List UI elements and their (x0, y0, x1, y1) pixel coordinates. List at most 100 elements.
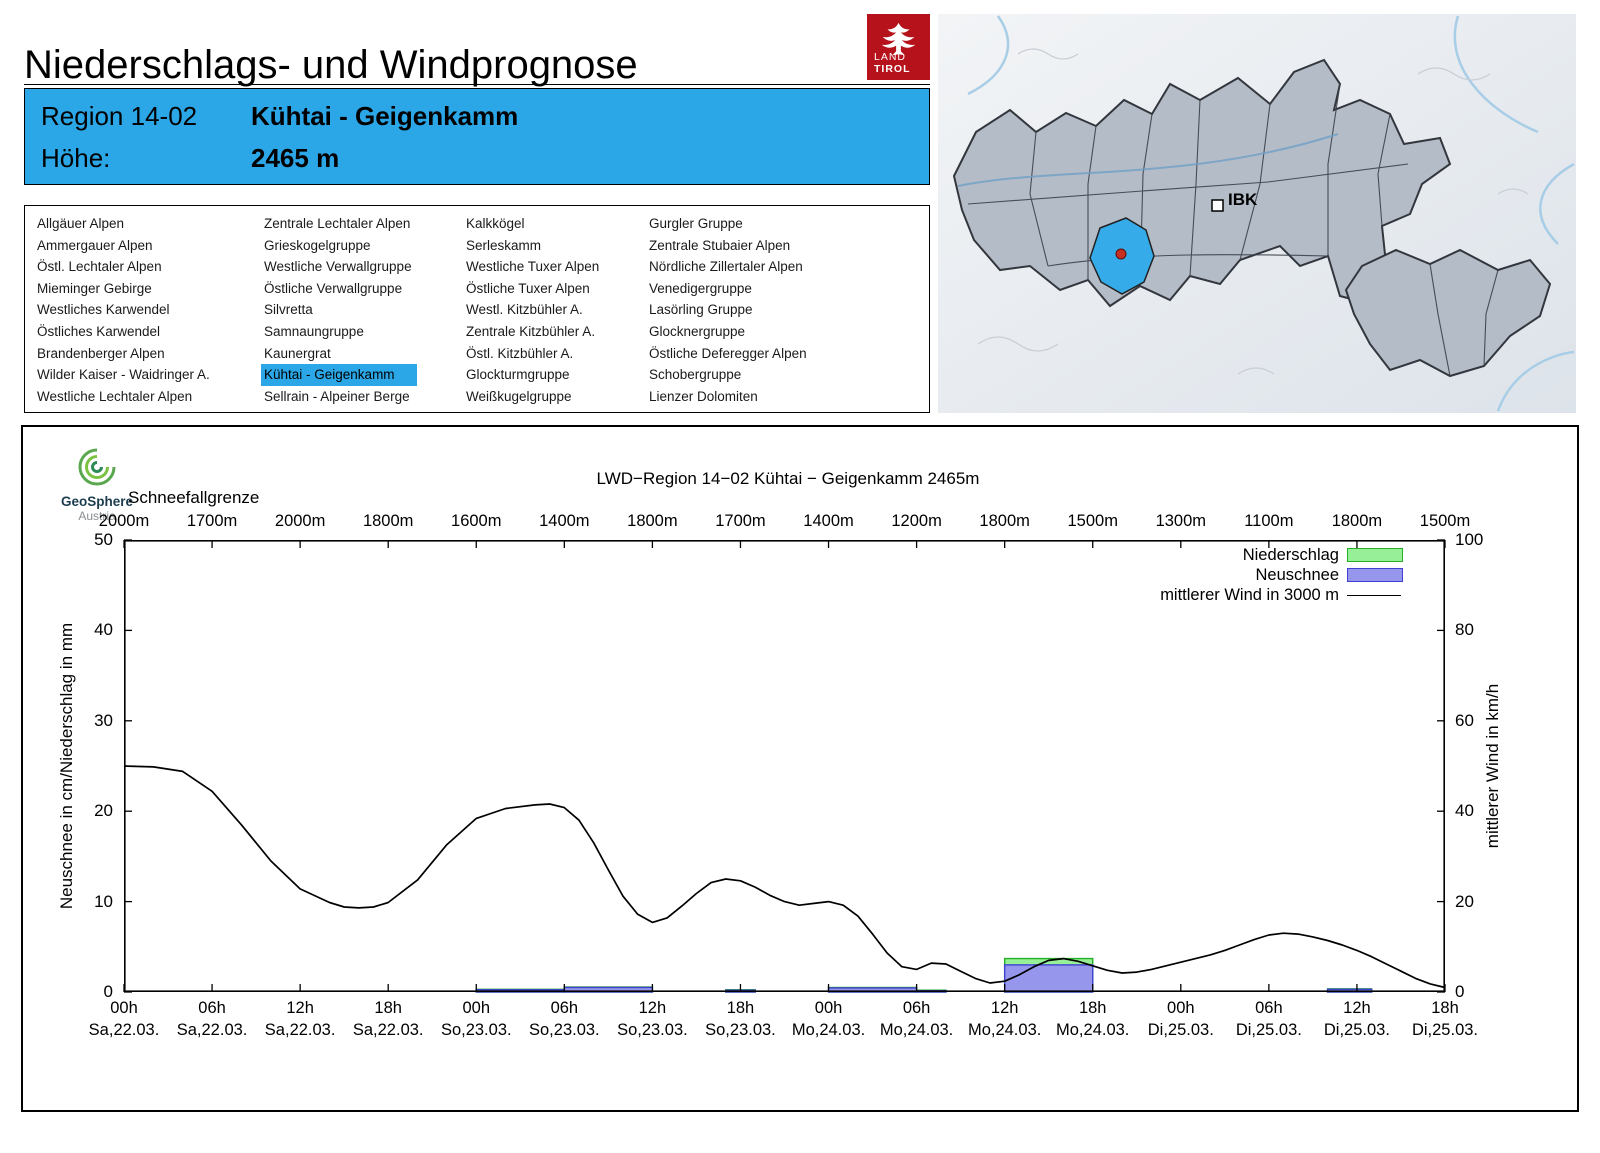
region-item[interactable]: Nördliche Zillertaler Alpen (649, 259, 803, 275)
region-item[interactable]: Kühtai - Geigenkamm (261, 364, 417, 386)
region-item[interactable]: Mieminger Gebirge (37, 280, 152, 296)
y-axis-title-left: Neuschnee in cm/Niederschlag in mm (57, 622, 76, 910)
snowline-value: 1200m (891, 512, 942, 530)
plot-border (124, 540, 1446, 992)
region-list: Allgäuer Alpen Ammergauer Alpen Östl. Lech… (24, 205, 930, 413)
x-tick-time: 00h (462, 999, 491, 1017)
region-item[interactable]: Glocknergruppe (649, 323, 746, 339)
region-item[interactable]: Westliche Tuxer Alpen (466, 259, 600, 275)
region-item[interactable]: Gurgler Gruppe (649, 216, 743, 231)
logo-line-2: TIROL (874, 62, 911, 75)
region-column: Zentrale Lechtaler Alpen Grieskogelgruppe… (261, 213, 417, 407)
y-tick-left: 50 (94, 530, 113, 549)
region-item[interactable]: Westliches Karwendel (37, 302, 170, 318)
region-column: Gurgler Gruppe Zentrale Stubaier Alpen Nör… (646, 213, 812, 407)
x-tick-time: 00h (814, 999, 843, 1017)
region-item[interactable]: Östl. Lechtaler Alpen (37, 259, 162, 275)
geosphere-logo: GeoSphere Austria (49, 445, 145, 523)
x-tick-date: Di,25.03. (1235, 1021, 1302, 1039)
x-tick-date: Mo,24.03. (879, 1021, 954, 1039)
y-tick-left: 10 (94, 891, 113, 911)
region-item[interactable]: Silvretta (264, 302, 313, 318)
region-item[interactable]: Allgäuer Alpen (37, 216, 125, 231)
legend-wind-line-sample (1347, 595, 1401, 596)
region-item[interactable]: Serleskamm (466, 237, 542, 253)
x-tick-date: Di,25.03. (1323, 1021, 1390, 1039)
region-item[interactable]: Östliches Karwendel (37, 323, 161, 339)
region-item[interactable]: Westliche Verwallgruppe (264, 259, 412, 275)
x-tick-time: 12h (990, 999, 1019, 1017)
river-lines (967, 15, 1575, 412)
region-item[interactable]: Östl. Kitzbühler A. (466, 345, 574, 361)
land-tirol-logo: LAND TIROL (867, 14, 930, 80)
forecast-plot (123, 539, 1446, 993)
region-item[interactable]: Kalkkögel (466, 216, 525, 231)
region-item[interactable]: Samnaungruppe (264, 323, 364, 339)
snowline-value: 1800m (362, 512, 414, 530)
legend-swatch-neuschnee (1347, 568, 1403, 582)
x-tick-date: Sa,22.03. (88, 1021, 160, 1039)
region-item[interactable]: Wilder Kaiser - Waidringer A. (37, 367, 210, 383)
snowline-value: 1400m (539, 512, 590, 530)
altitude-value: 2465 m (251, 143, 340, 173)
region-item[interactable]: Schobergruppe (649, 367, 742, 383)
region-column: Kalkkögel Serleskamm Westliche Tuxer Alpen… (463, 213, 604, 407)
region-item[interactable]: Sellrain - Alpeiner Berge (264, 388, 410, 404)
snowline-value: 1500m (1419, 512, 1471, 530)
region-item[interactable]: Lasörling Gruppe (649, 302, 753, 318)
x-tick-date: Mo,24.03. (967, 1021, 1042, 1039)
geosphere-spiral-icon (78, 448, 116, 486)
tick-marks (123, 539, 1446, 993)
region-item[interactable]: Östliche Tuxer Alpen (466, 280, 590, 296)
region-item[interactable]: Westliche Lechtaler Alpen (37, 388, 193, 404)
snowline-value: 1800m (979, 512, 1030, 530)
region-item[interactable]: Lienzer Dolomiten (649, 388, 758, 404)
region-item[interactable]: Zentrale Stubaier Alpen (649, 237, 791, 253)
logo-line-1: LAND (874, 51, 907, 63)
x-tick-time: 06h (1255, 999, 1283, 1017)
snowline-value: 1500m (1067, 512, 1118, 530)
region-item[interactable]: Ammergauer Alpen (37, 237, 153, 253)
region-item[interactable]: Brandenberger Alpen (37, 345, 165, 361)
snowline-value: 1800m (627, 512, 678, 530)
tirol-map-svg: IBK (938, 14, 1576, 413)
snowline-value: 1100m (1244, 512, 1294, 530)
y-tick-right: 20 (1455, 891, 1474, 911)
snowline-value: 1800m (1331, 512, 1383, 530)
y-tick-right: 60 (1455, 710, 1474, 730)
region-label: Region 14-02 (41, 101, 198, 131)
x-tick-time: 12h (638, 999, 667, 1017)
x-tick-time: 18h (374, 999, 402, 1017)
region-item[interactable]: Östliche Deferegger Alpen (649, 345, 807, 361)
region-item[interactable]: Östliche Verwallgruppe (264, 280, 403, 296)
x-tick-time: 12h (286, 999, 314, 1017)
y-tick-left: 40 (94, 620, 113, 640)
region-item[interactable]: Zentrale Kitzbühler A. (466, 323, 596, 339)
snow-bar (1003, 964, 1094, 993)
region-name: Kühtai - Geigenkamm (251, 101, 519, 131)
y-tick-right: 100 (1455, 530, 1484, 549)
region-item[interactable]: Glockturmgruppe (466, 367, 570, 383)
region-item[interactable]: Venedigergruppe (649, 280, 752, 296)
region-item[interactable]: Kaunergrat (264, 345, 331, 361)
y-tick-right: 80 (1455, 620, 1474, 640)
y-tick-left: 30 (94, 710, 113, 730)
region-item[interactable]: Weißkugelgruppe (466, 388, 572, 404)
terrain-ridges (977, 48, 1529, 375)
region-item[interactable]: Zentrale Lechtaler Alpen (264, 216, 411, 231)
map-region-east-tirol[interactable] (1344, 248, 1552, 378)
x-tick-date: So,23.03. (617, 1021, 688, 1039)
x-tick-date: Sa,22.03. (176, 1021, 248, 1039)
x-tick-date: So,23.03. (529, 1021, 600, 1039)
snowline-header: Schneefallgrenze (128, 488, 260, 507)
region-item[interactable]: Westl. Kitzbühler A. (466, 302, 583, 318)
wind-line (123, 765, 1446, 989)
x-tick-time: 12h (1343, 999, 1371, 1017)
y-tick-left: 20 (94, 801, 113, 821)
x-tick-date: Sa,22.03. (264, 1021, 336, 1039)
legend-label-neuschnee: Neuschnee (1255, 566, 1339, 584)
region-item[interactable]: Grieskogelgruppe (264, 237, 371, 253)
x-tick-date: Mo,24.03. (791, 1021, 866, 1039)
x-tick-date: Di,25.03. (1147, 1021, 1214, 1039)
